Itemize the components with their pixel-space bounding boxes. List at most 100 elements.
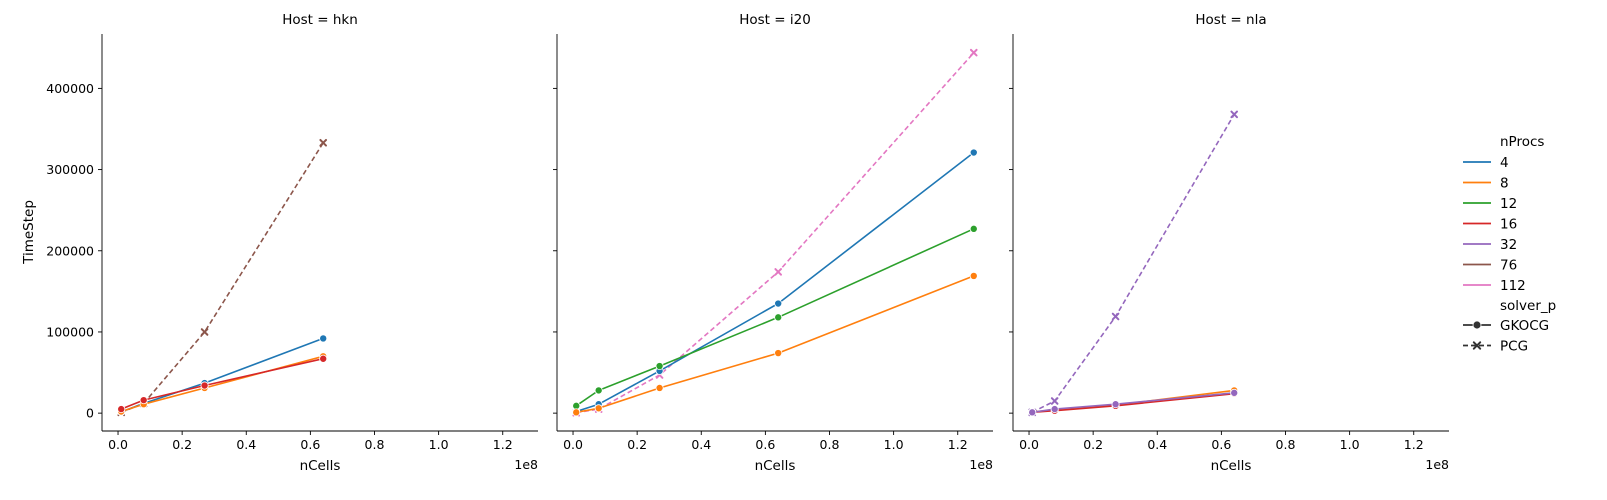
data-point [969, 148, 978, 157]
y-tick-label: 200000 [46, 243, 94, 258]
x-tick-label: 0.0 [563, 437, 583, 452]
x-axis-label: nCells [755, 458, 796, 474]
data-point [572, 408, 581, 417]
series-76-pcg [117, 138, 328, 417]
data-point [117, 405, 126, 414]
legend-label: PCG [1500, 339, 1528, 355]
x-offset-label: 1e8 [1425, 457, 1449, 472]
x-axis-label: nCells [300, 458, 341, 474]
data-point [594, 404, 603, 413]
legend-label: 4 [1500, 155, 1509, 171]
legend-label: GKOCG [1500, 318, 1549, 334]
facet-title: Host = i20 [739, 12, 811, 28]
data-point [1111, 400, 1120, 409]
x-tick-label: 0.4 [691, 437, 711, 452]
legend: nProcs 4 8 12 16 32 76 112 solver_p GKOCG PCG [1463, 134, 1556, 355]
y-tick-label: 0 [86, 406, 94, 421]
facet-title: Host = hkn [282, 12, 358, 28]
series-8-gkocg [572, 271, 978, 417]
y-tick-label: 100000 [46, 324, 94, 339]
legend-item-nprocs-112: 112 [1463, 278, 1526, 294]
facet-title: Host = nla [1195, 12, 1266, 28]
data-point [655, 383, 664, 392]
x-tick-label: 1.2 [948, 437, 968, 452]
y-axis-label: TimeStep [21, 200, 37, 265]
data-point [200, 381, 209, 390]
legend-label: 16 [1500, 217, 1517, 233]
series-12-gkocg [572, 224, 978, 410]
x-tick-label: 0.2 [1083, 437, 1103, 452]
data-point [594, 386, 603, 395]
data-point [1050, 397, 1059, 405]
x-tick-label: 0.2 [172, 437, 192, 452]
x-tick-label: 1.0 [1340, 437, 1360, 452]
legend-item-nprocs-4: 4 [1463, 155, 1509, 171]
series-line [120, 355, 324, 413]
series-line [575, 151, 975, 413]
series-line [1032, 392, 1235, 414]
data-point [1230, 388, 1239, 397]
x-tick-label: 1.0 [429, 437, 449, 452]
data-point [319, 334, 328, 343]
x-tick-label: 1.2 [1404, 437, 1424, 452]
facet-panel-1: Host = hkn 0 100000 200000 300000 400000 0.0 0.… [46, 12, 538, 474]
legend-hue-title: nProcs [1500, 134, 1544, 150]
x-offset-label: 1e8 [514, 457, 538, 472]
series-line [120, 337, 324, 413]
x-tick-label: 0.6 [300, 437, 320, 452]
series-line [120, 142, 324, 414]
legend-item-nprocs-76: 76 [1463, 258, 1517, 274]
x-tick-label: 1.2 [493, 437, 513, 452]
data-point [969, 224, 978, 233]
data-point [1050, 405, 1059, 414]
data-point [774, 268, 783, 276]
data-point [969, 271, 978, 280]
series-8-gkocg [1028, 386, 1239, 416]
legend-item-nprocs-32: 32 [1463, 237, 1517, 253]
series-line [576, 52, 975, 414]
series-32-pcg [1028, 110, 1239, 417]
x-tick-label: 0.8 [820, 437, 840, 452]
x-tick-label: 0.8 [365, 437, 385, 452]
series-16-gkocg [117, 354, 328, 414]
legend-label: 32 [1500, 237, 1517, 253]
legend-item-nprocs-16: 16 [1463, 217, 1517, 233]
x-tick-label: 0.6 [755, 437, 775, 452]
data-point [1111, 312, 1120, 321]
legend-label: 12 [1500, 196, 1517, 212]
x-tick-label: 0.2 [627, 437, 647, 452]
x-tick-label: 0.8 [1276, 437, 1296, 452]
x-tick-label: 0.0 [1019, 437, 1039, 452]
data-point [969, 48, 978, 57]
legend-item-nprocs-12: 12 [1463, 196, 1517, 212]
x-tick-label: 1.0 [884, 437, 904, 452]
legend-item-nprocs-8: 8 [1463, 176, 1509, 192]
data-point [319, 138, 328, 147]
series-112-pcg [572, 48, 978, 417]
data-point [774, 299, 783, 308]
legend-item-solver-pcg: PCG [1463, 339, 1528, 355]
legend-label: 8 [1500, 176, 1509, 192]
legend-item-solver-gkocg: GKOCG [1463, 318, 1549, 334]
y-tick-label: 300000 [46, 162, 94, 177]
legend-label: 76 [1500, 258, 1517, 274]
data-point [1230, 110, 1239, 119]
x-tick-label: 0.0 [108, 437, 128, 452]
x-axis-label: nCells [1211, 458, 1252, 474]
series-8-gkocg [117, 352, 328, 416]
data-point [655, 362, 664, 371]
data-point [139, 396, 148, 405]
x-tick-label: 0.4 [236, 437, 256, 452]
y-tick-label: 400000 [46, 81, 94, 96]
series-line [120, 357, 324, 410]
chart-panels: Host = hkn 0 100000 200000 300000 400000 0.0 0.… [46, 12, 1449, 474]
series-line [576, 275, 975, 414]
legend-style-title: solver_p [1500, 298, 1556, 314]
series-line [1031, 113, 1235, 414]
legend-marker [1472, 341, 1482, 350]
data-point [200, 328, 209, 336]
series-32-gkocg [1028, 388, 1239, 417]
